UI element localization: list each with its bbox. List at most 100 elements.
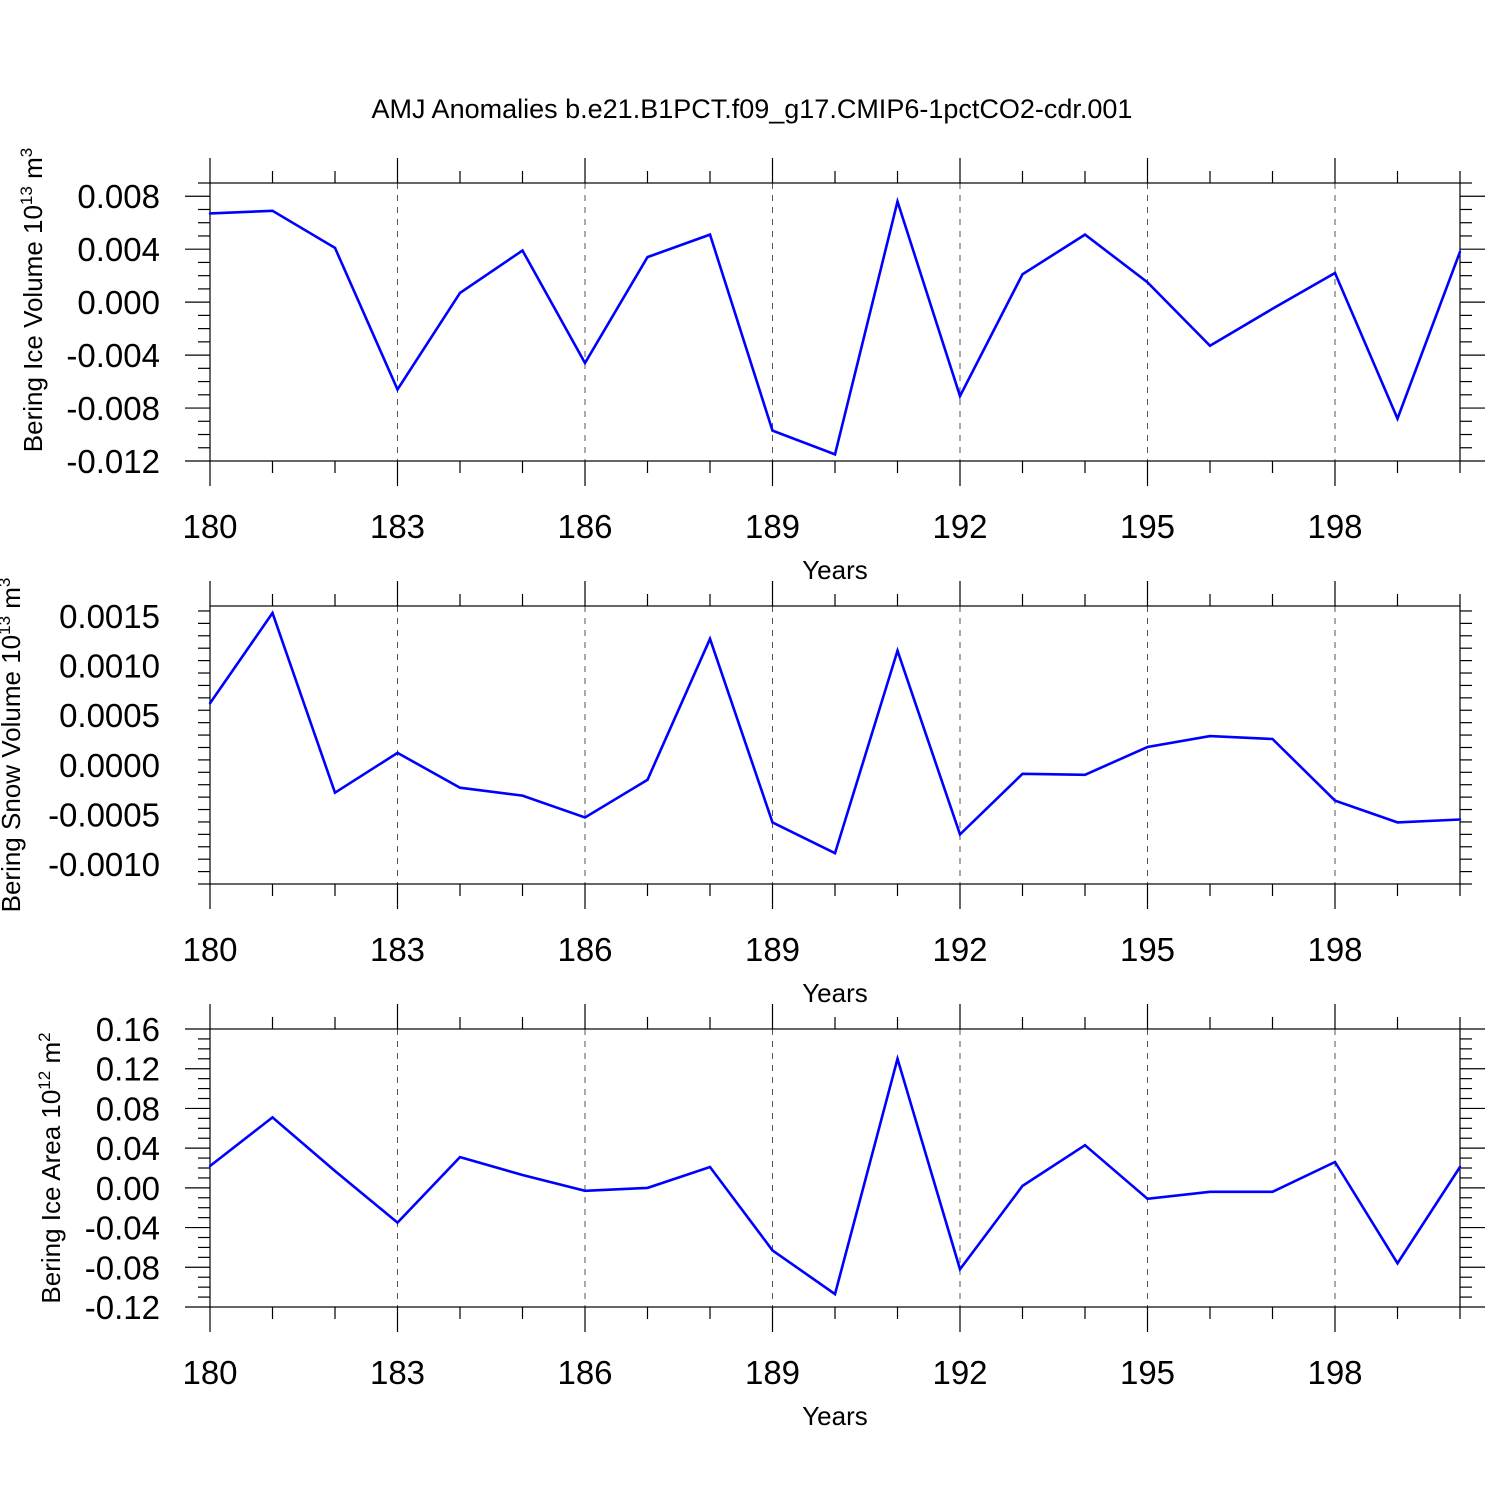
x-tick-label: 195 [1120,931,1175,968]
data-point [646,778,649,781]
data-point [1458,1165,1462,1169]
y-tick-label: 0.0005 [59,697,160,734]
data-point [708,1165,712,1169]
y-tick-label: 0.0010 [59,648,160,685]
data-point [583,361,587,365]
data-point [1021,273,1024,276]
data-point [271,1116,274,1119]
data-point [333,246,337,250]
y-tick-label: 0.000 [77,284,160,321]
x-tick-label: 195 [1120,508,1175,545]
data-point [208,702,212,705]
data-point [521,249,524,252]
y-tick-label: -0.004 [66,337,160,374]
panel-3: 180 183 186 189 192 195 198 Years -0.12-0.08-0.0… [35,1004,1485,1431]
y-tick-label: -0.0010 [48,846,160,883]
data-point [1146,281,1149,284]
y-tick-label: -0.0005 [48,797,160,834]
data-point [896,200,899,203]
data-point [833,1292,837,1296]
data-point [708,637,712,640]
x-tick-label: 183 [370,1354,425,1391]
y-tick-label: -0.12 [85,1289,160,1326]
y-tick-label: 0.0015 [59,598,160,635]
x-tick-label: 198 [1307,931,1362,968]
data-point [1396,1262,1399,1265]
data-point [1021,772,1024,775]
data-point [646,255,649,259]
data-point [521,1173,524,1177]
data-point [458,291,462,295]
data-point [208,212,212,215]
x-tick-label: 189 [745,508,800,545]
data-point [1396,417,1399,420]
data-point [208,1164,212,1168]
data-point [1333,1160,1337,1164]
y-tick-label: -0.012 [66,443,160,480]
series-line [208,610,1461,856]
x-tick-label: 180 [182,508,237,545]
data-point [1396,821,1399,824]
x-tick-label: 183 [370,931,425,968]
x-tick-label: 189 [745,931,800,968]
y-tick-label: 0.12 [96,1051,160,1088]
data-point [958,1268,962,1271]
y-tick-label: -0.008 [66,390,160,427]
data-point [1146,745,1149,749]
y-tick-label: 0.00 [96,1170,160,1207]
x-tick-label: 186 [557,508,612,545]
data-point [771,1249,774,1252]
data-point [1208,344,1212,348]
y-tick-label: 0.008 [77,178,160,215]
data-point [396,1221,399,1224]
data-point [396,751,399,755]
data-point [396,388,399,391]
y-axis-label: Bering Snow Volume 1013 m3 [0,578,26,913]
y-tick-label: 0.004 [77,231,160,268]
data-point [1083,233,1087,236]
x-tick-label: 192 [932,1354,987,1391]
x-tick-label: 183 [370,508,425,545]
data-point [1458,250,1462,254]
data-point [1271,1190,1274,1194]
panel-2: 180 183 186 189 192 195 198 Years -0.0010 -0.0005… [0,578,1472,1008]
data-point [583,1189,587,1193]
panel-1: 180 183 186 189 192 195 198 Years -0.012 -0.008 -0… [17,148,1485,585]
data-point [271,209,274,212]
x-tick-label: 186 [557,1354,612,1391]
x-axis-label: Years [802,555,868,585]
y-tick-label: 0.16 [96,1011,160,1048]
data-point [583,816,587,819]
data-point [833,852,837,855]
y-tick-label: -0.04 [85,1210,160,1247]
x-tick-label: 180 [182,1354,237,1391]
y-tick-label: 0.0000 [59,747,160,784]
data-point [833,453,837,456]
figure-title: AMJ Anomalies b.e21.B1PCT.f09_g17.CMIP6-… [372,94,1133,124]
y-tick-label: 0.08 [96,1090,160,1127]
data-point [771,821,774,824]
data-point [1083,773,1087,776]
x-tick-label: 180 [182,931,237,968]
x-axis-label: Years [802,1401,868,1431]
data-point [1271,307,1274,310]
data-point [1333,799,1337,802]
x-tick-label: 198 [1307,1354,1362,1391]
data-point [333,1169,337,1173]
data-point [1271,737,1274,741]
y-axis-label: Bering Ice Area 1012 m2 [35,1032,66,1303]
data-point [1333,271,1337,275]
x-tick-label: 198 [1307,508,1362,545]
x-tick-label: 189 [745,1354,800,1391]
data-point [771,429,774,432]
y-tick-label: -0.08 [85,1249,160,1286]
data-point [1208,734,1212,738]
x-tick-label: 186 [557,931,612,968]
y-tick-label: 0.04 [96,1130,160,1167]
x-tick-label: 195 [1120,1354,1175,1391]
data-point [458,1155,462,1159]
data-point [1458,818,1462,821]
x-axis-label: Years [802,978,868,1008]
data-point [1208,1190,1212,1194]
data-point [646,1186,649,1190]
